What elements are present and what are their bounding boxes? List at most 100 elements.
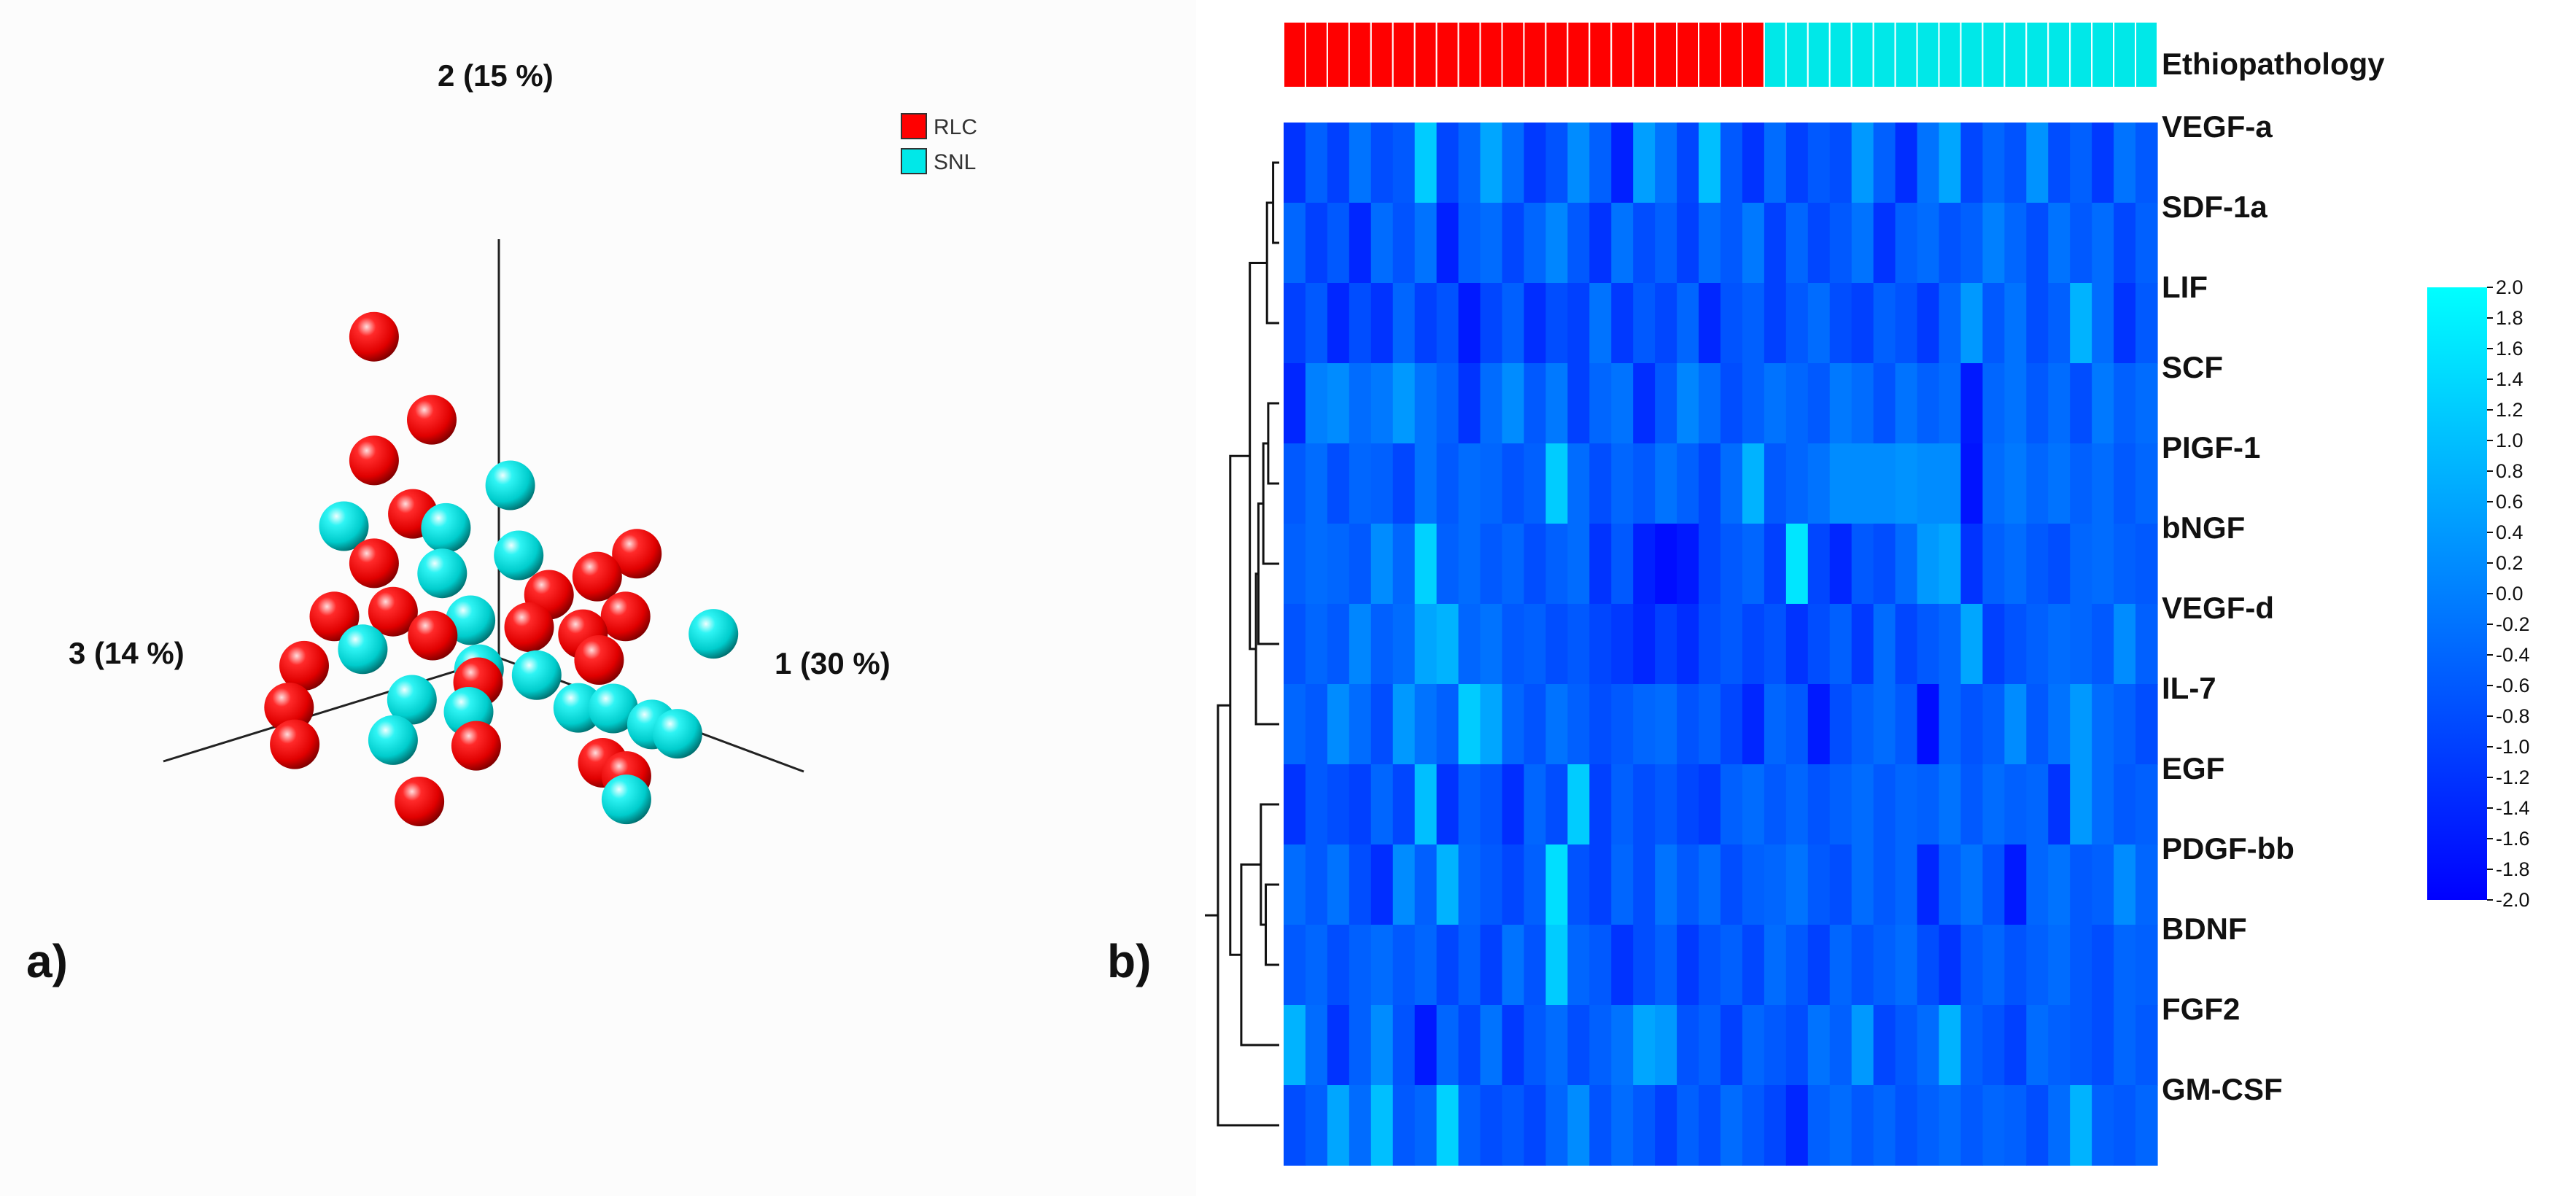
heatmap-cell xyxy=(1370,524,1394,605)
heatmap-cell xyxy=(1305,1085,1328,1166)
heatmap-cell xyxy=(1305,524,1328,605)
heatmap-cell xyxy=(1567,844,1590,925)
heatmap-cell xyxy=(1873,844,1896,925)
heatmap-cell xyxy=(1545,123,1568,203)
heatmap-cell xyxy=(1655,604,1677,685)
heatmap-cell xyxy=(1480,443,1503,524)
heatmap-cell xyxy=(2135,844,2158,925)
heatmap-cell xyxy=(2004,764,2027,845)
heatmap-cell xyxy=(1699,1005,1721,1086)
heatmap-cell xyxy=(1851,604,1874,685)
heatmap-cell xyxy=(1284,684,1306,765)
heatmap-cell xyxy=(1677,1005,1699,1086)
point-snl-16 xyxy=(446,595,496,645)
heatmap-cell xyxy=(1720,283,1743,364)
annotation-cell-rlc xyxy=(1567,21,1591,88)
annotation-cell-rlc xyxy=(1413,21,1438,88)
heatmap-cell xyxy=(1633,1005,1656,1086)
legend-swatch-rlc xyxy=(901,113,927,139)
heatmap-cell xyxy=(2048,524,2071,605)
annotation-cell-rlc xyxy=(1676,21,1700,88)
heatmap-cell xyxy=(1370,363,1394,444)
panel-label-b: b) xyxy=(1107,935,1151,987)
heatmap-cell xyxy=(2048,443,2071,524)
heatmap-cell xyxy=(1414,764,1438,845)
heatmap-cell xyxy=(1284,844,1306,925)
heatmap-cell xyxy=(1764,684,1787,765)
heatmap-cell xyxy=(1677,925,1699,1006)
heatmap-cell xyxy=(2004,524,2027,605)
annotation-cell-snl xyxy=(2113,21,2137,88)
heatmap-cell xyxy=(2135,283,2158,364)
heatmap-cell xyxy=(2135,684,2158,765)
heatmap-row-labels: VEGF-a SDF-1a LIF SCF PIGF-1 bNGF VEGF-d IL-7 EG… xyxy=(2162,109,2294,1106)
row-label-gm-csf: GM-CSF xyxy=(2162,1072,2283,1106)
heatmap-cell xyxy=(1939,764,1962,845)
heatmap-cell xyxy=(1284,524,1306,605)
heatmap-cell xyxy=(2070,363,2092,444)
heatmap-cell xyxy=(1414,283,1438,364)
heatmap-cell xyxy=(2114,443,2136,524)
heatmap-cell xyxy=(2004,1005,2027,1086)
row-label-scf: SCF xyxy=(2162,350,2223,384)
heatmap-cell xyxy=(2070,443,2092,524)
heatmap-cell xyxy=(1370,925,1394,1006)
colorbar-tick-label: -2.0 xyxy=(2496,889,2530,911)
heatmap-cell xyxy=(2070,123,2092,203)
heatmap-cell xyxy=(1895,1085,1918,1166)
heatmap-cell xyxy=(1720,844,1743,925)
heatmap-cell xyxy=(1392,604,1416,685)
heatmap-cell xyxy=(1545,1085,1568,1166)
heatmap-cell xyxy=(1785,363,1809,444)
heatmap-cell xyxy=(1829,604,1853,685)
heatmap-cell xyxy=(1785,443,1809,524)
heatmap-cell xyxy=(1458,1005,1481,1086)
heatmap-cell xyxy=(1960,203,1983,284)
point-rlc-1 xyxy=(407,395,457,445)
heatmap-cell xyxy=(1567,283,1590,364)
heatmap-cell xyxy=(1807,764,1831,845)
heatmap-cell xyxy=(1960,1085,1983,1166)
heatmap-cell xyxy=(2114,283,2136,364)
heatmap-cell xyxy=(1982,604,2005,685)
heatmap-cell xyxy=(1895,283,1918,364)
annotation-cell-snl xyxy=(1785,21,1809,88)
heatmap-cell xyxy=(1939,524,1962,605)
heatmap-cell xyxy=(2026,604,2049,685)
heatmap-cell xyxy=(1785,1085,1809,1166)
heatmap-cell xyxy=(2114,1005,2136,1086)
heatmap-cell xyxy=(1392,443,1416,524)
heatmap-cell xyxy=(1785,604,1809,685)
heatmap-cell xyxy=(1436,684,1459,765)
point-rlc-30 xyxy=(279,640,329,691)
heatmap-cell xyxy=(1785,844,1809,925)
heatmap-cell xyxy=(1567,925,1590,1006)
heatmap-cell xyxy=(1895,684,1918,765)
heatmap-cell xyxy=(1567,524,1590,605)
heatmap-cell xyxy=(1502,203,1525,284)
annotation-cell-rlc xyxy=(1479,21,1503,88)
heatmap-cell xyxy=(1392,203,1416,284)
heatmap-cell xyxy=(1502,524,1525,605)
heatmap-cell xyxy=(1436,363,1459,444)
heatmap-cell xyxy=(1655,844,1677,925)
heatmap-cell xyxy=(1349,443,1372,524)
heatmap-cell xyxy=(2048,844,2071,925)
heatmap-cell xyxy=(1699,283,1721,364)
heatmap-cell xyxy=(1917,524,1940,605)
heatmap-cell xyxy=(1458,764,1481,845)
heatmap-cell xyxy=(1458,283,1481,364)
heatmap-cell xyxy=(2070,844,2092,925)
heatmap-cell xyxy=(1633,684,1656,765)
heatmap-cell xyxy=(1655,443,1677,524)
heatmap-cell xyxy=(1785,684,1809,765)
heatmap-cell xyxy=(1982,363,2005,444)
annotation-cell-rlc xyxy=(1720,21,1743,88)
heatmap-cell xyxy=(2004,443,2027,524)
heatmap-cell xyxy=(1851,123,1874,203)
annotation-cell-snl xyxy=(1763,21,1787,88)
heatmap-cell xyxy=(1284,363,1306,444)
heatmap-cell xyxy=(1960,844,1983,925)
heatmap-cell xyxy=(1567,764,1590,845)
heatmap-cell xyxy=(1785,203,1809,284)
